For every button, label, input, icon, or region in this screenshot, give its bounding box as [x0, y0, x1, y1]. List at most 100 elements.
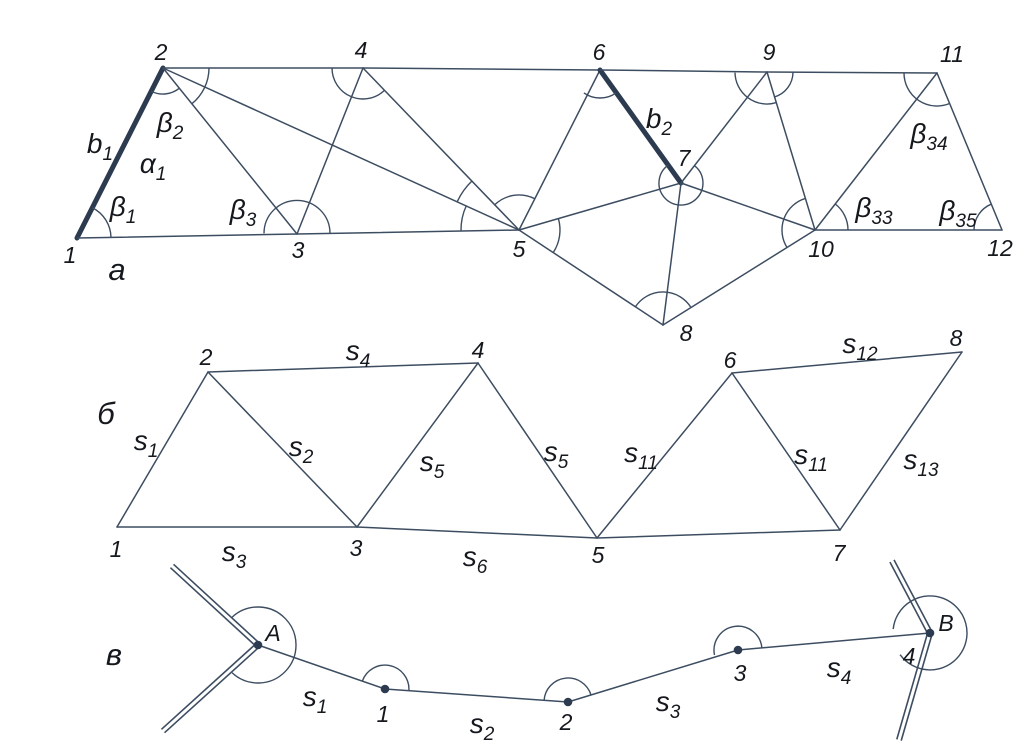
label-text: s — [463, 541, 477, 572]
fig-a-angle-arc-4-5 — [331, 67, 385, 100]
label-text: s — [470, 708, 484, 739]
label-text: s — [289, 431, 303, 462]
fig-a-angle-arc-6-10 — [583, 92, 617, 99]
label-subscript: 3 — [246, 210, 257, 231]
fig-a-angle-arc-10-15 — [781, 197, 806, 248]
fig-v-station-point-1 — [380, 684, 390, 694]
fig-b-label-s11: s11 — [794, 439, 828, 476]
fig-v-label-1: 1 — [377, 701, 390, 727]
fig-b-label-s5: s5 — [420, 446, 445, 483]
fig-a-label-β34: β34 — [909, 118, 947, 155]
fig-b-label-б: б — [97, 396, 116, 431]
fig-a-label-10: 10 — [808, 236, 834, 262]
label-subscript: 6 — [477, 557, 488, 578]
label-text: 7 — [833, 540, 847, 566]
label-text: 1 — [64, 242, 77, 268]
label-text: б — [97, 396, 116, 431]
label-text: s — [544, 436, 558, 467]
fig-b-edge-5-6 — [596, 372, 733, 539]
label-text: s — [420, 446, 434, 477]
label-text: s — [842, 328, 856, 359]
label-subscript: 4 — [841, 668, 852, 689]
fig-v-label-s3: s3 — [656, 686, 681, 723]
fig-v-station-point-3 — [733, 645, 743, 655]
label-subscript: 5 — [434, 462, 445, 483]
fig-v-label-s2: s2 — [470, 708, 495, 745]
label-subscript: 13 — [917, 460, 939, 481]
label-subscript: 1 — [103, 144, 114, 165]
label-subscript: 5 — [558, 452, 569, 473]
label-text: 7 — [678, 145, 692, 171]
label-text: s — [624, 437, 638, 468]
label-text: в — [106, 637, 122, 672]
fig-v-edge-3-B — [737, 632, 931, 651]
label-text: s — [134, 425, 148, 456]
fig-a-edge-9-10 — [766, 71, 816, 231]
fig-a-edge-3-4 — [296, 67, 364, 235]
fig-b-label-5: 5 — [592, 542, 605, 568]
fig-b-edge-2-4 — [207, 362, 479, 373]
label-subscript: 33 — [871, 208, 893, 229]
fig-a-label-β35: β35 — [938, 195, 977, 232]
fig-a-label-α1: α1 — [140, 148, 167, 185]
fig-a-angle-arc-1-1 — [92, 207, 112, 238]
fig-b-edge-6-7 — [731, 372, 841, 531]
fig-b-edge-3-4 — [356, 362, 479, 528]
fig-v-double-reference-line-2 — [160, 642, 261, 734]
label-text: 1 — [377, 701, 390, 727]
fig-a-label-9: 9 — [763, 39, 776, 65]
label-subscript: 2 — [661, 119, 673, 140]
label-subscript: 2 — [483, 724, 495, 745]
fig-v-double-reference-line-4 — [896, 632, 933, 741]
fig-v-angle-arc-2-3 — [543, 677, 592, 701]
reference-line-stroke — [889, 561, 929, 635]
fig-a-label-β2: β2 — [156, 107, 184, 144]
label-text: 5 — [513, 236, 526, 262]
label-text: s — [303, 681, 317, 712]
fig-a-edge-10-11 — [814, 72, 938, 231]
fig-a-angle-arc-9-13 — [734, 72, 777, 105]
fig-a-label-β1: β1 — [109, 191, 137, 228]
fig-a-baseline-edge-6-7 — [597, 67, 684, 186]
fig-b-edge-7-8 — [839, 351, 963, 531]
label-text: 9 — [763, 39, 776, 65]
fig-a-label-11: 11 — [940, 41, 964, 67]
reference-line-stroke — [173, 563, 261, 644]
label-subscript: 4 — [360, 351, 371, 372]
fig-a-edge-9-11 — [766, 71, 938, 74]
fig-b-edge-6-8 — [731, 351, 963, 374]
fig-a-edge-1-3 — [76, 233, 298, 239]
fig-b-label-4: 4 — [472, 337, 485, 363]
fig-b-label-s1: s1 — [134, 425, 159, 462]
label-text: s — [903, 444, 917, 475]
fig-a-label-5: 5 — [513, 236, 526, 262]
label-text: 4 — [472, 337, 485, 363]
label-text: β — [909, 118, 926, 149]
label-subscript: 1 — [126, 207, 137, 228]
fig-a-edge-11-12 — [936, 72, 1003, 231]
label-text: s — [222, 536, 236, 567]
label-text: β — [229, 194, 246, 225]
label-subscript: 1 — [317, 697, 328, 718]
fig-b-label-s12: s12 — [842, 328, 878, 365]
fig-a-angle-arc-12-18 — [973, 203, 992, 231]
fig-v-label-B: B — [938, 610, 953, 636]
fig-a-label-1: 1 — [64, 242, 77, 268]
fig-v-angle-arc-A-1 — [231, 606, 297, 684]
fig-a-baseline-edge-1-2 — [74, 65, 166, 241]
label-text: 1 — [110, 536, 123, 562]
label-text: 10 — [808, 236, 834, 262]
fig-b-edge-2-3 — [207, 371, 358, 528]
label-text: 3 — [734, 660, 747, 686]
fig-a-angle-arc-3-4 — [263, 199, 331, 234]
fig-b-edge-4-5 — [477, 362, 598, 539]
fig-b-label-s4: s4 — [346, 335, 371, 372]
label-text: 5 — [592, 542, 605, 568]
fig-v-double-reference-line-3 — [889, 559, 933, 635]
label-text: A — [263, 620, 280, 646]
fig-a-label-3: 3 — [292, 237, 305, 263]
fig-a-edge-7-10 — [680, 182, 816, 231]
reference-line-stroke — [164, 646, 261, 734]
